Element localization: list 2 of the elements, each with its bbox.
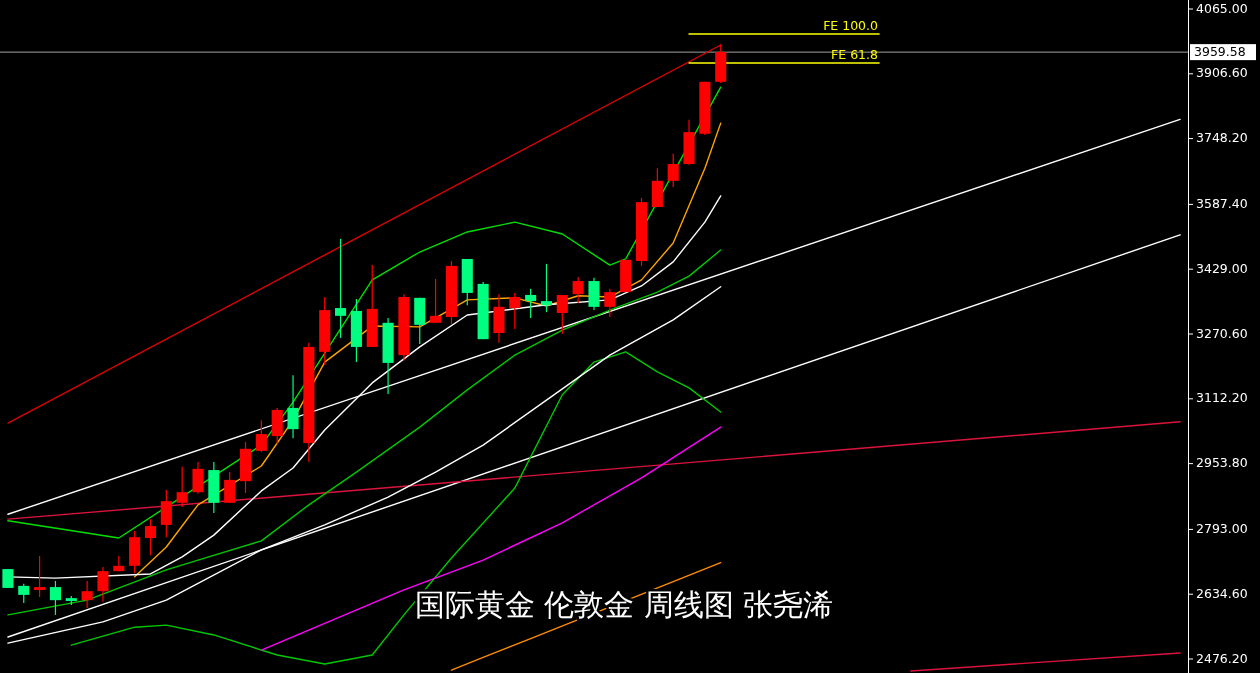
annotation: FE 100.0 bbox=[823, 17, 878, 33]
annotation: FE 61.8 bbox=[831, 47, 878, 62]
